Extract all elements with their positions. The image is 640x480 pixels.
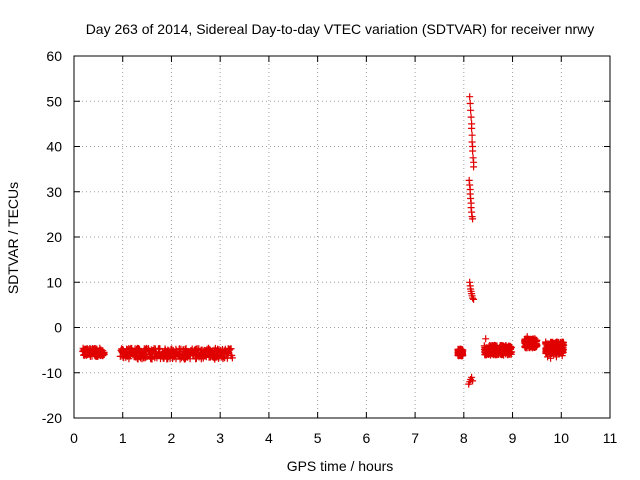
y-tick-label: 40 <box>46 139 62 155</box>
y-tick-label: 50 <box>46 93 62 109</box>
data-point <box>202 347 210 355</box>
data-point <box>482 335 490 343</box>
data-point <box>466 100 474 107</box>
data-point <box>468 124 476 132</box>
data-point <box>469 377 477 385</box>
data-point <box>455 351 463 359</box>
data-point <box>147 354 155 362</box>
data-point <box>90 346 98 354</box>
data-point <box>552 353 560 361</box>
data-point <box>466 93 474 101</box>
chart-title: Day 263 of 2014, Sidereal Day-to-day VTE… <box>86 21 595 37</box>
data-point <box>226 345 234 353</box>
x-tick-label: 1 <box>119 430 127 446</box>
data-point <box>118 345 126 353</box>
data-point <box>184 351 192 359</box>
data-point <box>468 373 476 381</box>
x-tick-label: 10 <box>553 430 569 446</box>
data-point <box>523 333 531 341</box>
data-point <box>469 215 477 223</box>
y-axis-label: SDTVAR / TECUs <box>5 182 21 294</box>
chart-grid <box>74 56 610 418</box>
x-tick-label: 0 <box>70 430 78 446</box>
data-point <box>469 147 477 155</box>
data-point <box>456 350 464 358</box>
data-point <box>122 348 130 356</box>
data-point <box>495 350 503 358</box>
data-point <box>551 339 559 347</box>
data-point <box>119 346 127 353</box>
data-point <box>467 113 475 121</box>
data-point <box>190 351 198 359</box>
data-point <box>525 336 533 344</box>
data-point <box>91 345 99 352</box>
x-tick-labels: 0 1 2 3 4 5 6 7 8 9 10 11 <box>70 430 617 446</box>
x-tick-label: 7 <box>411 430 419 446</box>
data-point <box>521 343 529 351</box>
data-point <box>470 163 478 171</box>
y-tick-label: 10 <box>46 274 62 290</box>
data-point <box>467 106 475 114</box>
data-point <box>168 350 176 358</box>
x-tick-label: 5 <box>314 430 322 446</box>
data-point <box>182 346 190 354</box>
data-marks <box>79 93 568 388</box>
x-tick-label: 4 <box>265 430 273 446</box>
data-point <box>560 341 568 349</box>
x-tick-label: 9 <box>509 430 517 446</box>
data-point <box>176 355 184 363</box>
data-point <box>123 352 131 360</box>
data-point <box>228 354 236 362</box>
data-point <box>198 353 205 361</box>
data-point <box>164 346 172 354</box>
y-tick-label: 30 <box>46 184 62 200</box>
data-point <box>469 294 477 302</box>
data-point <box>220 353 228 361</box>
data-point <box>544 353 552 361</box>
y-tick-label: 20 <box>46 229 62 245</box>
data-point <box>498 342 506 349</box>
y-tick-label: 60 <box>46 48 62 64</box>
data-point <box>547 354 555 362</box>
data-point <box>226 346 233 354</box>
data-point <box>135 345 143 352</box>
data-point <box>468 131 476 139</box>
data-point <box>532 342 540 350</box>
data-point <box>192 345 200 353</box>
data-point <box>155 351 163 359</box>
data-point <box>505 346 513 354</box>
x-tick-label: 6 <box>362 430 370 446</box>
data-point <box>140 349 148 357</box>
data-point <box>470 295 478 303</box>
y-tick-labels: -20 -10 0 10 20 30 40 50 60 <box>42 48 62 426</box>
data-point <box>191 350 199 358</box>
data-point <box>81 345 89 353</box>
x-tick-label: 11 <box>603 430 618 446</box>
x-tick-label: 8 <box>460 430 468 446</box>
data-point <box>544 347 551 355</box>
data-point <box>549 345 557 353</box>
data-point <box>156 345 164 353</box>
data-point <box>134 353 142 361</box>
axis-ticks <box>73 55 611 419</box>
data-point <box>482 350 490 358</box>
data-point <box>100 350 108 358</box>
data-point <box>175 350 183 358</box>
y-tick-label: 0 <box>54 320 62 336</box>
data-point <box>558 352 566 360</box>
data-point <box>128 348 136 356</box>
y-tick-label: -10 <box>42 365 62 381</box>
x-axis-label: GPS time / hours <box>287 458 394 474</box>
data-point <box>481 346 488 354</box>
data-point <box>554 346 562 354</box>
x-tick-label: 2 <box>168 430 176 446</box>
data-point <box>145 347 153 355</box>
data-point <box>151 350 159 358</box>
x-tick-label: 3 <box>216 430 224 446</box>
data-point <box>84 350 92 358</box>
y-tick-label: -20 <box>42 410 62 426</box>
data-point <box>86 349 94 357</box>
